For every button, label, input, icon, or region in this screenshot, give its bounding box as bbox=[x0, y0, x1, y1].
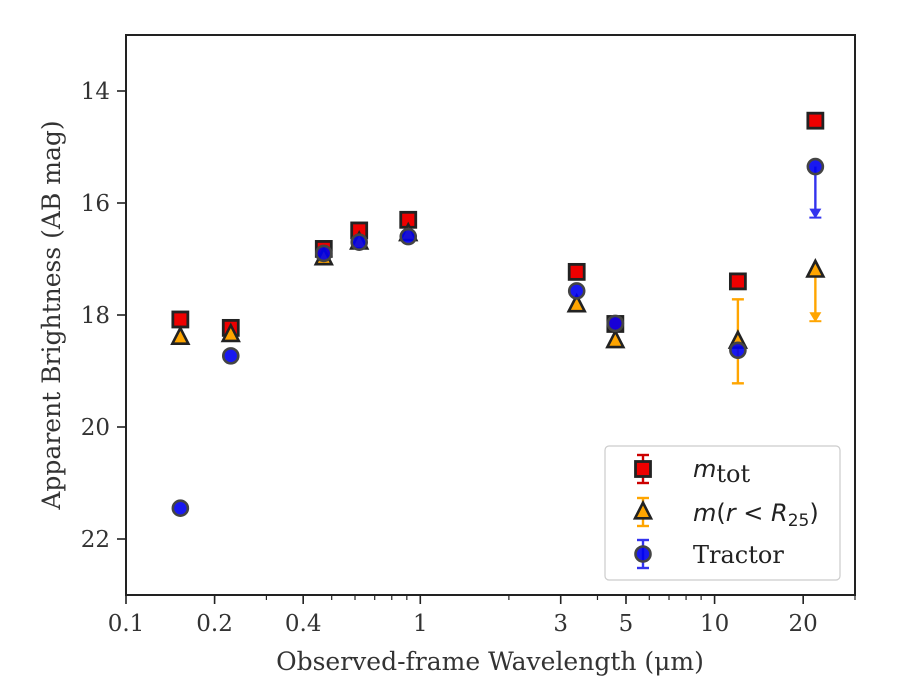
series-square bbox=[171, 111, 825, 337]
upper-limit-arrowhead bbox=[809, 208, 822, 219]
data-point-triangle bbox=[220, 322, 241, 343]
data-point-triangle bbox=[566, 292, 587, 313]
data-point-circle bbox=[806, 157, 825, 176]
y-tick-label: 20 bbox=[81, 415, 110, 441]
legend-marker-square bbox=[634, 460, 652, 478]
upper-limit-arrowhead bbox=[809, 312, 822, 323]
x-tick-label: 20 bbox=[789, 611, 818, 637]
data-point-circle bbox=[350, 233, 368, 251]
data-point-circle bbox=[221, 347, 240, 365]
x-tick-label: 10 bbox=[700, 611, 729, 637]
data-point-circle bbox=[399, 227, 418, 246]
data-point-triangle bbox=[170, 325, 191, 346]
legend-marker-circle bbox=[634, 545, 652, 563]
data-point-circle bbox=[171, 499, 190, 518]
data-point-triangle bbox=[805, 258, 826, 278]
legend-label-tractor: Tractor bbox=[693, 541, 784, 569]
legend-frame bbox=[604, 445, 841, 581]
data-point-circle bbox=[314, 244, 333, 263]
x-tick-label: 3 bbox=[553, 611, 568, 637]
data-point-square bbox=[171, 310, 190, 329]
y-tick-label: 14 bbox=[81, 79, 110, 105]
y-axis-label: Apparent Brightness (AB mag) bbox=[37, 120, 66, 510]
x-tick-label: 0.2 bbox=[196, 611, 233, 637]
data-point-square bbox=[728, 272, 747, 291]
x-tick-label: 0.1 bbox=[108, 611, 145, 637]
legend-markers bbox=[632, 453, 654, 570]
data-marks bbox=[170, 111, 826, 518]
legend-marker-triangle bbox=[632, 499, 654, 520]
y-tick-label: 22 bbox=[81, 527, 110, 553]
series-triangle bbox=[170, 221, 826, 385]
legend: mtot m(r < R25) Tractor bbox=[604, 445, 841, 581]
legend-label-mtot: mtot bbox=[693, 455, 750, 488]
x-tick-label: 5 bbox=[619, 611, 634, 637]
y-tick-label: 18 bbox=[81, 303, 110, 329]
data-point-circle bbox=[606, 314, 625, 333]
data-point-square bbox=[806, 111, 825, 130]
data-point-triangle bbox=[605, 328, 626, 349]
series-circle bbox=[171, 157, 825, 518]
x-axis-label: Observed-frame Wavelength (μm) bbox=[276, 647, 704, 676]
data-point-circle bbox=[729, 341, 747, 360]
axis-ticks: 0.1 0.2 0.4 1 3 5 10 20 14 16 18 20 22 bbox=[81, 79, 856, 637]
plot-frame bbox=[125, 34, 856, 596]
data-point-circle bbox=[567, 282, 586, 300]
data-point-square bbox=[567, 262, 586, 281]
x-tick-label: 0.4 bbox=[285, 611, 322, 637]
x-tick-label: 1 bbox=[413, 611, 428, 637]
y-tick-label: 16 bbox=[81, 191, 110, 217]
